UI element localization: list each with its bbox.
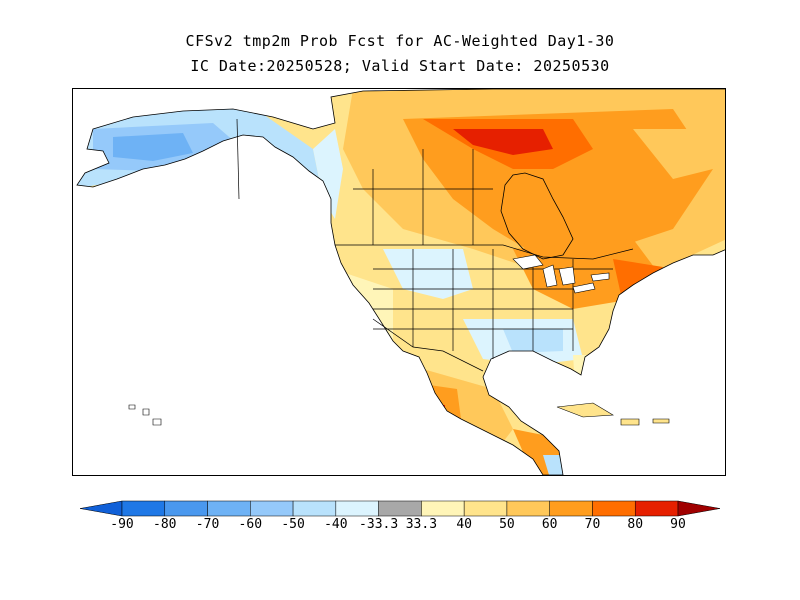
colorbar-segment bbox=[421, 500, 465, 517]
colorbar-segment bbox=[292, 500, 337, 517]
political-boundaries bbox=[236, 118, 634, 372]
colorbar-tick-label: -40 bbox=[324, 517, 348, 532]
colorbar-tick-label: 33.3 bbox=[405, 517, 438, 532]
map-canvas bbox=[73, 89, 725, 475]
colorbar-segment bbox=[250, 500, 294, 517]
colorbar-tick-label: 80 bbox=[627, 517, 644, 532]
colorbar-segment bbox=[164, 500, 208, 517]
colorbar-tick-label: 90 bbox=[670, 517, 686, 532]
colorbar-segment bbox=[463, 500, 508, 517]
colorbar-tick-label: -60 bbox=[238, 517, 263, 532]
colorbar-tick-label: -33.3 bbox=[359, 517, 399, 532]
chart-title: CFSv2 tmp2m Prob Fcst for AC-Weighted Da… bbox=[185, 32, 615, 50]
colorbar-segment bbox=[378, 500, 422, 517]
colorbar-tick-label: 70 bbox=[584, 517, 601, 532]
forecast-map bbox=[72, 88, 726, 476]
colorbar-tick-label: -90 bbox=[110, 517, 134, 532]
colorbar-tick-label: -50 bbox=[281, 517, 305, 532]
colorbar-tick-label: 40 bbox=[456, 517, 472, 532]
chart-subtitle: IC Date:20250528; Valid Start Date: 2025… bbox=[190, 57, 610, 75]
great-lakes bbox=[512, 254, 610, 294]
colorbar-segment bbox=[207, 500, 251, 517]
colorbar-tick-label: -80 bbox=[153, 517, 177, 532]
colorbar-high-arrow bbox=[677, 500, 721, 517]
colorbar-segment bbox=[121, 500, 166, 517]
colorbar-segment bbox=[634, 500, 679, 517]
colorbar-tick-label: 60 bbox=[541, 517, 558, 532]
colorbar-segment bbox=[506, 500, 550, 517]
colorbar-low-arrow bbox=[79, 500, 123, 517]
caribbean-islands bbox=[128, 402, 670, 426]
colorbar-segment bbox=[549, 500, 593, 517]
colorbar-segment bbox=[335, 500, 379, 517]
colorbar-segment bbox=[592, 500, 636, 517]
colorbar-tick-label: 50 bbox=[499, 517, 515, 532]
colorbar-tick-label: -70 bbox=[195, 517, 220, 532]
